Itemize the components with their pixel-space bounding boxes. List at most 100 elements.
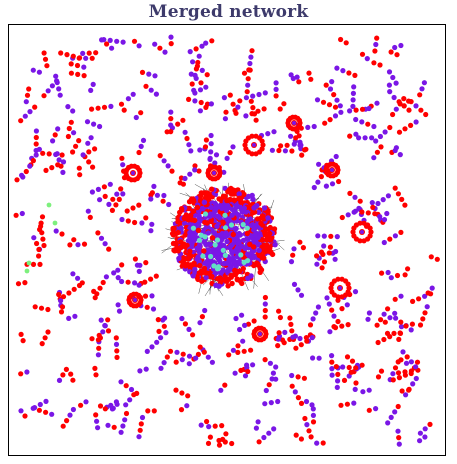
network-node <box>123 402 129 408</box>
network-node <box>386 82 392 88</box>
core-node <box>207 241 214 248</box>
network-node <box>38 223 44 229</box>
core-node <box>214 223 220 229</box>
network-node <box>203 137 209 143</box>
core-node <box>232 237 238 244</box>
network-node <box>151 183 157 189</box>
network-node <box>123 383 129 389</box>
core-node <box>232 267 238 274</box>
network-node <box>338 402 344 408</box>
network-node <box>19 210 25 217</box>
network-node <box>422 426 428 432</box>
network-node <box>199 314 205 320</box>
network-node <box>125 218 131 224</box>
core-node <box>255 209 262 215</box>
network-node <box>33 128 39 134</box>
network-node <box>371 123 377 130</box>
network-node <box>105 317 111 323</box>
network-node <box>388 275 394 281</box>
core-node <box>217 203 223 209</box>
network-node <box>329 359 335 365</box>
network-node <box>167 348 174 354</box>
network-node <box>297 142 303 148</box>
star-node <box>329 289 335 295</box>
highlight-node <box>222 225 229 231</box>
network-node <box>139 414 146 421</box>
network-node <box>374 100 380 106</box>
network-node <box>157 153 163 159</box>
network-node <box>289 383 295 389</box>
core-node <box>175 248 181 254</box>
star-center <box>133 298 137 302</box>
core-node <box>184 215 191 221</box>
network-node <box>387 334 393 340</box>
network-node <box>119 262 125 268</box>
core-node <box>178 206 185 212</box>
core-node <box>267 230 273 237</box>
core-node <box>251 227 257 233</box>
network-node <box>282 148 288 154</box>
network-node <box>351 84 357 90</box>
network-node <box>95 337 101 343</box>
network-node <box>168 129 174 135</box>
network-node <box>378 317 384 323</box>
network-node <box>22 280 28 286</box>
network-node <box>169 168 175 174</box>
network-node <box>186 361 192 367</box>
network-node <box>295 374 301 380</box>
network-node <box>344 354 351 360</box>
core-node <box>262 229 268 235</box>
network-node <box>350 97 356 103</box>
core-node <box>198 190 204 196</box>
network-node <box>205 354 211 360</box>
network-node <box>97 123 103 130</box>
network-node <box>291 141 297 147</box>
core-node <box>192 217 198 224</box>
network-node <box>120 423 126 429</box>
network-node <box>222 116 228 122</box>
core-node <box>209 186 215 192</box>
core-node <box>173 241 179 247</box>
star-node <box>260 142 266 148</box>
network-node <box>33 134 39 141</box>
network-node <box>100 329 106 335</box>
network-node <box>250 93 256 99</box>
network-node <box>251 318 257 324</box>
network-node <box>26 86 32 92</box>
network-node <box>125 96 131 102</box>
network-node <box>335 371 341 377</box>
core-node <box>244 236 250 242</box>
core-node <box>265 209 271 215</box>
network-node <box>261 434 267 441</box>
network-node <box>33 141 39 147</box>
network-node <box>402 126 408 132</box>
network-node <box>93 412 99 418</box>
network-node <box>70 377 76 383</box>
network-node <box>391 94 397 101</box>
network-node <box>18 371 24 377</box>
core-node <box>203 193 210 199</box>
network-node <box>219 423 225 429</box>
network-node <box>97 197 103 203</box>
network-node <box>81 241 88 247</box>
network-node <box>308 76 314 82</box>
network-node <box>329 366 335 372</box>
core-node <box>209 273 215 280</box>
highlight-node <box>220 247 226 253</box>
core-node <box>203 270 209 276</box>
core-node <box>255 234 261 241</box>
network-node <box>276 308 282 314</box>
network-node <box>347 133 353 139</box>
network-node <box>89 189 95 195</box>
network-node <box>92 295 98 301</box>
network-node <box>60 423 66 429</box>
network-node <box>261 106 267 112</box>
network-node <box>331 92 337 98</box>
network-node <box>392 185 398 191</box>
network-node <box>151 408 157 414</box>
network-node <box>55 126 61 132</box>
network-node <box>352 208 358 214</box>
network-node <box>74 62 81 69</box>
network-node <box>334 97 340 103</box>
network-node <box>59 152 65 158</box>
